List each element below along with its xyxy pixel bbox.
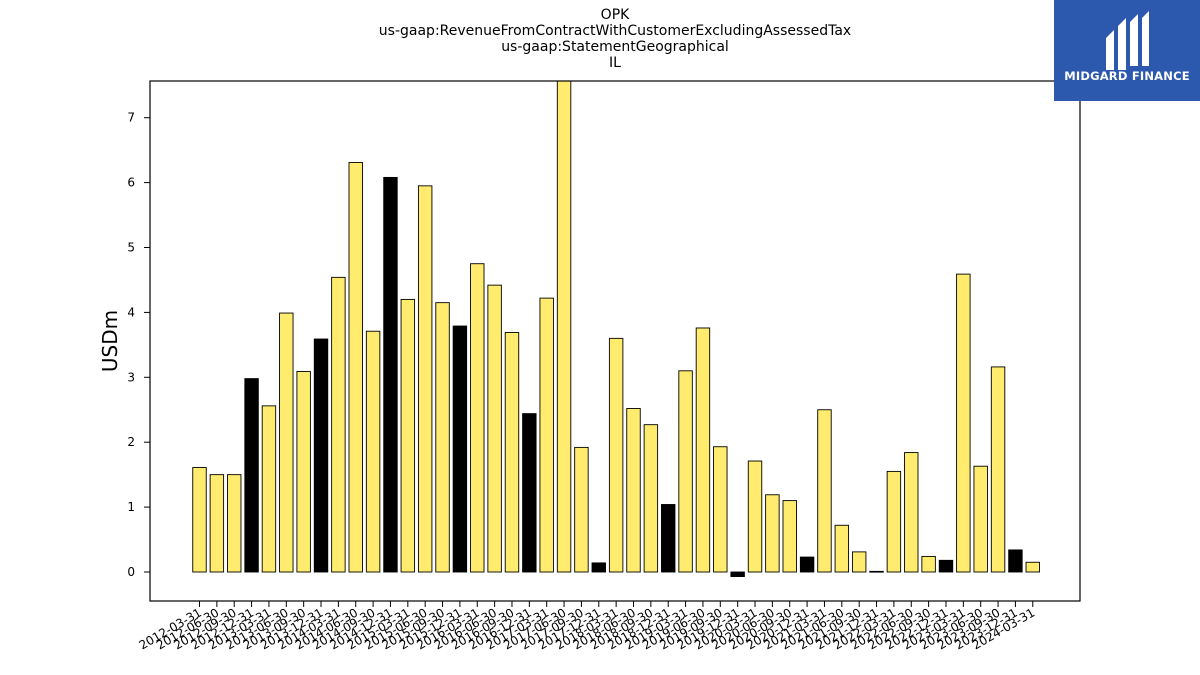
bar-2019-06-30: [695, 327, 711, 573]
y-axis-label: USDm: [98, 310, 122, 372]
bar-2021-12-31: [869, 570, 884, 573]
bar-2018-06-30: [626, 408, 641, 573]
y-tick-label: 6: [127, 176, 135, 190]
bar-2019-03-31: [678, 370, 693, 573]
bar-2012-03-31: [192, 467, 207, 573]
bar-2021-03-31: [817, 409, 832, 573]
title-ticker: OPK: [600, 7, 630, 23]
bar-2015-03-31: [400, 298, 416, 573]
bar-2015-09-30: [435, 302, 450, 573]
bar-2022-09-30: [921, 555, 936, 573]
bar-2018-09-30: [643, 424, 659, 573]
bar-2014-09-30: [365, 330, 381, 573]
bar-2012-06-30: [209, 474, 225, 573]
bar-2019-12-31: [730, 571, 745, 577]
bar-2020-12-31: [799, 556, 815, 573]
bar-2013-09-30: [296, 371, 311, 573]
logo-mark-icon: [1106, 11, 1149, 70]
bar-2013-12-31: [313, 338, 329, 573]
bar-2016-09-30: [504, 332, 520, 573]
bar-2020-09-30: [782, 500, 797, 573]
bar-2020-03-31: [747, 460, 763, 573]
bar-2012-12-31: [244, 378, 259, 573]
title-member: IL: [609, 55, 621, 71]
bar-2019-09-30: [713, 446, 728, 573]
y-axis: 0 1 2 3 4 5 6 7: [127, 111, 150, 579]
bar-2020-06-30: [765, 494, 780, 573]
y-tick-label: 2: [127, 435, 135, 449]
title-axis: us-gaap:StatementGeographical: [501, 39, 729, 55]
bar-2024-03-31: [1025, 561, 1040, 573]
bar-2014-06-30: [348, 162, 363, 573]
bar-2014-03-31: [331, 276, 346, 573]
y-tick-label: 3: [127, 370, 135, 384]
bar-2023-12-31: [1008, 549, 1023, 573]
bar-2018-03-31: [608, 337, 624, 573]
bar-2015-12-31: [452, 325, 468, 573]
logo-wordmark: MIDGARD FINANCE: [1064, 69, 1190, 83]
bar-2016-03-31: [470, 263, 485, 573]
midgard-finance-logo: MIDGARD FINANCE: [1054, 0, 1200, 101]
y-tick-label: 1: [127, 500, 135, 514]
y-tick-label: 4: [127, 305, 135, 319]
bar-2023-06-30: [973, 465, 988, 573]
bar-2016-12-31: [522, 413, 537, 573]
bar-2023-09-30: [990, 366, 1006, 573]
bar-2017-03-31: [539, 297, 554, 573]
bar-2021-06-30: [834, 524, 850, 573]
bar-2013-03-31: [261, 405, 277, 573]
bar-2015-06-30: [417, 185, 433, 573]
y-tick-label: 0: [127, 565, 135, 579]
bar-2017-12-31: [591, 562, 606, 573]
bar-2017-09-30: [574, 446, 589, 573]
bar-2017-06-30: [556, 80, 572, 573]
y-tick-label: 7: [127, 111, 135, 125]
bar-2013-06-30: [279, 312, 294, 573]
plot-frame: [149, 80, 1081, 602]
bar-2023-03-31: [956, 273, 971, 573]
bar-2012-09-30: [227, 474, 242, 573]
bar-2022-06-30: [904, 452, 919, 573]
bars-group: [192, 80, 1040, 577]
bar-2021-09-30: [851, 551, 867, 573]
bar-2022-12-31: [938, 559, 954, 573]
y-tick-label: 5: [127, 241, 135, 255]
bar-2016-06-30: [487, 284, 502, 573]
bar-2014-12-31: [383, 176, 398, 573]
bar-2018-12-31: [661, 504, 676, 573]
x-axis: 2012-03-312012-06-302012-09-302012-12-31…: [137, 601, 1037, 652]
bar-2022-03-31: [886, 470, 902, 573]
title-concept: us-gaap:RevenueFromContractWithCustomerE…: [378, 23, 852, 39]
